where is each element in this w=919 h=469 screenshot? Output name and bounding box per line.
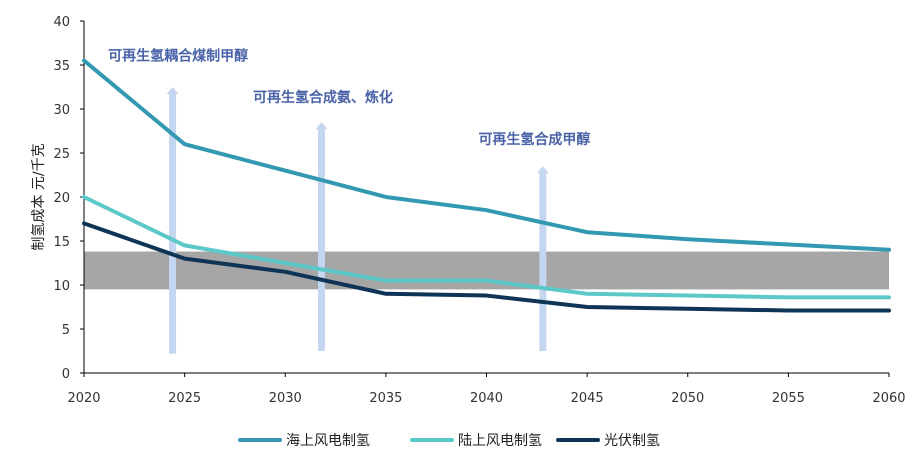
data-point (284, 262, 286, 264)
data-point (888, 310, 890, 312)
data-point (284, 271, 286, 273)
data-point (184, 244, 186, 246)
x-tick-label: 2035 (369, 391, 402, 406)
x-tick-label: 2055 (772, 391, 805, 406)
x-tick-label: 2030 (269, 391, 302, 406)
annotation-label: 可再生氢耦合煤制甲醇 (108, 48, 248, 65)
data-point (787, 244, 789, 246)
y-tick-label: 40 (53, 15, 70, 30)
data-point (184, 143, 186, 145)
data-point (385, 293, 387, 295)
data-point (687, 238, 689, 240)
arrow-shaft (169, 93, 177, 354)
x-tick-label: 2025 (168, 391, 201, 406)
data-point (586, 306, 588, 308)
y-tick-label: 35 (53, 59, 70, 74)
data-point (184, 258, 186, 260)
data-point (486, 295, 487, 297)
y-tick-label: 10 (53, 279, 70, 294)
data-point (83, 222, 85, 224)
data-point (787, 296, 789, 298)
arrow-head (536, 166, 549, 174)
data-point (83, 60, 85, 62)
data-point (586, 231, 588, 233)
arrow-head (166, 87, 179, 94)
y-tick-label: 30 (53, 103, 70, 118)
arrow-shaft (317, 128, 325, 351)
data-point (385, 280, 387, 282)
y-tick-label: 5 (62, 323, 70, 338)
arrow-head (315, 122, 328, 130)
data-point (687, 295, 689, 297)
data-point (486, 280, 487, 282)
series-line-1 (82, 58, 891, 252)
data-point (385, 196, 387, 198)
data-point (888, 249, 890, 251)
x-tick-label: 2020 (67, 391, 100, 406)
legend-label: 陆上风电制氢 (458, 433, 542, 449)
data-point (888, 296, 890, 298)
annotation-label: 可再生氢合成氨、炼化 (253, 89, 393, 106)
x-tick-label: 2060 (872, 391, 905, 406)
y-axis-label: 制氢成本 元/千克 (31, 143, 47, 250)
legend-label: 海上风电制氢 (286, 433, 370, 449)
x-tick-label: 2045 (571, 391, 604, 406)
data-point (284, 170, 286, 172)
cost-band (84, 251, 889, 290)
data-point (486, 209, 487, 211)
data-point (687, 308, 689, 310)
y-tick-label: 15 (53, 235, 70, 250)
legend-label: 光伏制氢 (604, 433, 660, 449)
annotation-label: 可再生氢合成甲醇 (478, 131, 590, 148)
y-tick-label: 25 (53, 147, 70, 162)
data-point (586, 293, 588, 295)
x-tick-label: 2050 (671, 391, 704, 406)
x-tick-label: 2040 (470, 391, 503, 406)
data-point (787, 310, 789, 312)
arrow-shaft (539, 172, 547, 351)
y-tick-label: 0 (62, 367, 70, 382)
data-point (83, 196, 85, 198)
y-tick-label: 20 (53, 191, 70, 206)
